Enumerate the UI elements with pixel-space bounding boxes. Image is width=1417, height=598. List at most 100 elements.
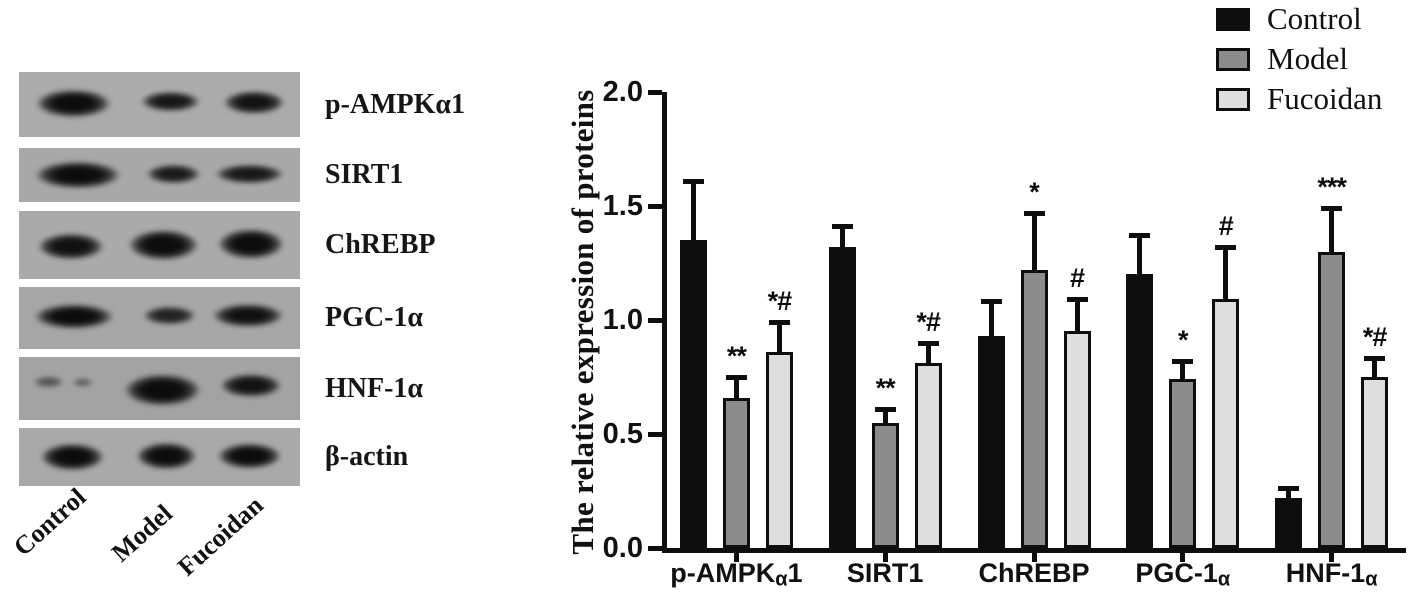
error-bar-cap (1321, 206, 1343, 211)
protein-band (33, 440, 112, 474)
y-axis (662, 92, 667, 553)
protein-band (204, 300, 292, 331)
error-bar (690, 178, 696, 243)
category-label-hnf-1: HNF-1α (1285, 558, 1378, 591)
error-bar (1329, 206, 1335, 254)
significance-annotation: *# (1362, 322, 1388, 353)
y-tick-label: 0.0 (602, 532, 643, 564)
protein-band (215, 88, 292, 117)
bar-fucoidan-p-ampk-1 (765, 351, 793, 548)
protein-band (139, 162, 208, 186)
legend-swatch-fucoidan (1216, 87, 1250, 111)
bar-model-sirt1 (871, 422, 899, 548)
error-bar-cap (1364, 356, 1386, 362)
bar-fucoidan-hnf-1 (1361, 377, 1389, 548)
bar-control-p-ampk-1 (679, 240, 707, 548)
error-bar (776, 320, 782, 354)
blot-strip-hnf-1 (19, 357, 300, 420)
error-bar-cap (1023, 210, 1045, 216)
error-bar (1031, 210, 1037, 272)
protein-band (24, 301, 123, 333)
blot-label-p-ampk-1: p-AMPKα1 (325, 88, 466, 120)
protein-band (210, 439, 289, 473)
blot-strip-p-ampk-1 (19, 72, 300, 137)
y-tick-label: 2.0 (602, 76, 643, 108)
error-bar (1286, 486, 1292, 500)
bar-control-pgc-1 (1126, 274, 1154, 548)
error-bar-cap (1215, 244, 1237, 250)
bar-fucoidan-sirt1 (914, 363, 942, 548)
error-bar-cap (725, 374, 747, 380)
category-label-pgc-1: PGC-1α (1135, 558, 1231, 591)
blot-label-hnf-1: HNF-1α (325, 372, 424, 404)
category-label-p-ampk-1: p-AMPKα1 (670, 558, 803, 591)
significance-annotation: * (1029, 176, 1040, 207)
blot-strip-actin (19, 428, 300, 486)
blot-strip-chrebp (19, 211, 300, 279)
error-bar-cap (917, 340, 939, 346)
protein-band (30, 375, 67, 390)
protein-band (24, 158, 132, 192)
legend-label-control: Control (1267, 1, 1362, 36)
error-bar-cap (1172, 358, 1194, 364)
error-bar (839, 224, 845, 250)
bar-model-chrebp (1020, 269, 1048, 548)
blot-label-pgc-1: PGC-1α (325, 302, 424, 333)
error-bar-cap (1066, 297, 1088, 303)
error-bar (925, 340, 931, 366)
legend-item-model: Model (1216, 42, 1348, 76)
legend-swatch-control (1216, 7, 1250, 31)
protein-band (114, 369, 211, 410)
y-tick (648, 431, 662, 437)
significance-annotation: # (1218, 210, 1234, 241)
error-bar (1137, 233, 1143, 277)
x-axis (662, 548, 1406, 553)
legend-item-fucoidan: Fucoidan (1216, 82, 1382, 116)
error-bar (882, 406, 888, 425)
protein-band (137, 304, 202, 327)
protein-band (69, 376, 95, 388)
significance-annotation: ** (875, 372, 896, 403)
protein-band (212, 371, 289, 401)
blot-strip-sirt1 (19, 148, 300, 202)
category-label-chrebp: ChREBP (978, 558, 1090, 588)
significance-annotation: *** (1317, 172, 1347, 202)
x-tick (1031, 553, 1037, 562)
bar-model-hnf-1 (1318, 251, 1346, 548)
y-tick (648, 545, 662, 551)
x-tick (1180, 553, 1186, 562)
protein-band (207, 161, 292, 187)
blot-label-chrebp: ChREBP (325, 229, 436, 260)
error-bar (1223, 244, 1229, 302)
y-tick (648, 89, 662, 95)
legend-item-control: Control (1216, 2, 1362, 36)
error-bar (733, 374, 739, 400)
bar-model-p-ampk-1 (722, 397, 750, 548)
protein-band (30, 230, 112, 263)
y-tick-label: 0.5 (602, 418, 643, 450)
protein-band (120, 225, 208, 265)
error-bar (1372, 356, 1378, 379)
significance-annotation: *# (767, 286, 793, 316)
y-tick (648, 317, 662, 323)
error-bar-cap (1278, 486, 1300, 492)
y-tick-label: 1.5 (602, 190, 643, 222)
significance-annotation: * (1178, 324, 1189, 355)
blot-label-sirt1: SIRT1 (325, 159, 404, 190)
y-tick-label: 1.0 (602, 304, 643, 336)
bar-fucoidan-pgc-1 (1212, 299, 1240, 548)
legend-swatch-model (1216, 47, 1250, 71)
blot-label-actin: β-actin (325, 441, 409, 472)
bar-fucoidan-chrebp (1063, 331, 1091, 548)
error-bar (988, 299, 994, 338)
protein-band (27, 85, 121, 121)
legend-label-fucoidan: Fucoidan (1267, 81, 1383, 116)
protein-band (210, 224, 292, 263)
protein-band (134, 88, 208, 114)
error-bar-cap (831, 224, 853, 230)
